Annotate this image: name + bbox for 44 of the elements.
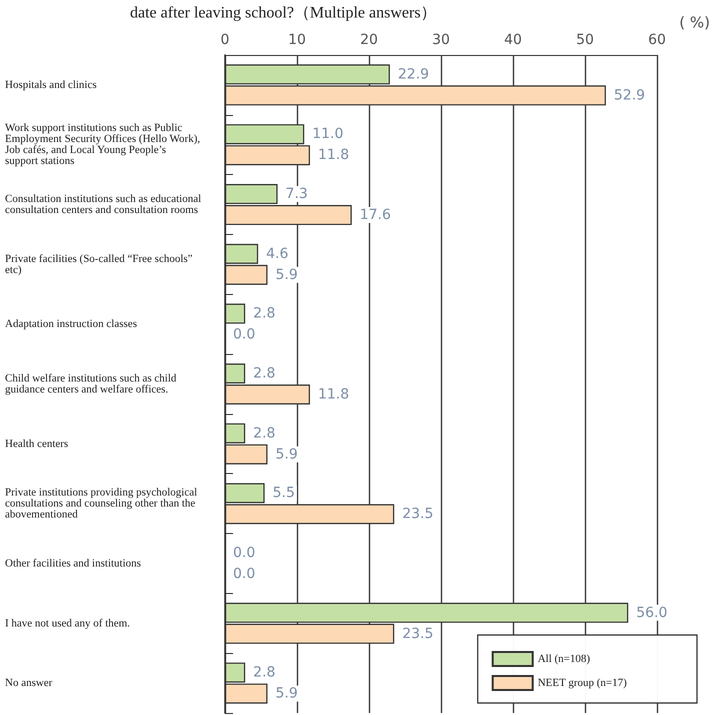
data-label: 2.8	[253, 664, 276, 681]
data-label: 0.0	[233, 326, 256, 343]
y-tick-label: Private institutions providing psychological consultations and counseling other than the abovementioned	[5, 486, 200, 521]
data-label: 2.8	[253, 366, 276, 382]
y-tick-label: Hospitals and clinics	[5, 78, 97, 91]
y-tick-label: Child welfare institutions such as child guidance centers and welfare offices.	[5, 372, 180, 396]
data-label: 5.5	[272, 485, 295, 502]
data-label: 17.6	[360, 207, 391, 224]
data-label: 11.8	[318, 147, 350, 164]
y-tick-label: Health centers	[5, 438, 68, 450]
data-label: 52.9	[614, 87, 646, 104]
x-axis-title: ( %)	[679, 14, 710, 32]
x-tick-label: 40	[504, 32, 522, 48]
data-label: 11.0	[312, 126, 344, 142]
x-tick-label: 60	[648, 32, 666, 48]
data-label: 56.0	[636, 604, 668, 621]
data-label: 11.8	[318, 386, 350, 402]
legend-label: All (n=108)	[538, 653, 590, 665]
data-label: 23.5	[402, 506, 434, 522]
chart-title: date after leaving school?（Multiple answers）	[130, 4, 437, 22]
y-tick-label: Consultation institutions such as educational consultation centers and consultation rooms	[5, 193, 204, 216]
data-label: 7.3	[286, 186, 308, 202]
x-tick-label: 0	[220, 32, 230, 48]
y-tick-label: Other facilities and institutions	[5, 557, 141, 570]
x-tick-label: 10	[288, 32, 306, 48]
data-label: 2.8	[253, 306, 276, 322]
y-tick-label: Adaptation instruction classes	[5, 318, 137, 330]
data-label: 0.0	[233, 544, 256, 561]
y-tick-label: Private facilities (So-called “Free schools” etc)	[5, 252, 196, 276]
data-label: 0.0	[233, 566, 256, 582]
data-label: 4.6	[266, 246, 288, 262]
y-tick-label: No answer	[5, 677, 53, 690]
x-tick-label: 30	[432, 32, 450, 48]
data-label: 5.9	[275, 446, 298, 462]
data-label: 22.9	[398, 66, 430, 82]
x-tick-label: 20	[360, 32, 378, 48]
data-label: 5.9	[275, 266, 298, 283]
data-label: 5.9	[275, 686, 298, 702]
y-tick-label: Work support institutions such as Public Employment Security Offices (Hello Work), Job cafés, and Local Young People’s support stations	[5, 122, 203, 168]
data-label: 23.5	[402, 626, 434, 642]
x-tick-label: 50	[576, 32, 594, 48]
legend-label: NEET group (n=17)	[538, 677, 628, 689]
data-label: 2.8	[253, 425, 276, 442]
y-tick-label: I have not used any of them.	[5, 617, 130, 630]
